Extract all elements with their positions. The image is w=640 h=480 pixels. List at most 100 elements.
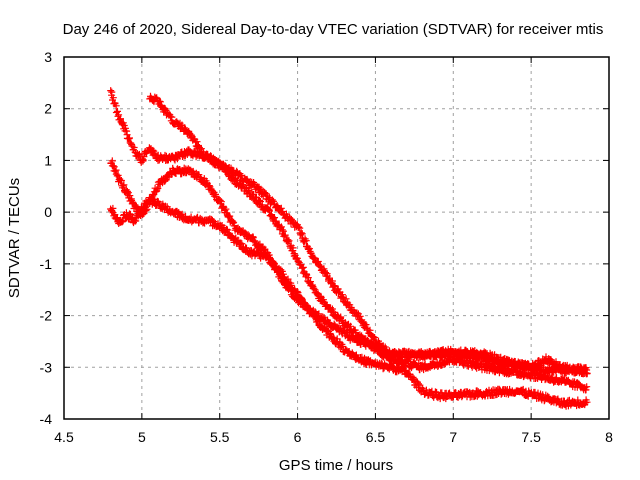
data-point	[366, 326, 374, 334]
x-axis-label: GPS time / hours	[279, 457, 393, 474]
y-tick-label: -2	[40, 308, 53, 324]
data-point	[161, 177, 169, 185]
data-point	[369, 333, 377, 341]
y-tick-label: 1	[44, 152, 52, 168]
data-point	[112, 102, 120, 110]
data-point	[139, 156, 147, 164]
data-point	[130, 144, 138, 151]
data-point	[123, 187, 131, 195]
data-point	[297, 229, 305, 237]
plot-frame	[63, 56, 610, 420]
data-point	[583, 398, 591, 406]
x-tick-label: 4.5	[54, 429, 74, 445]
data-point	[114, 171, 122, 179]
data-point	[273, 202, 281, 210]
data-point	[389, 363, 397, 371]
y-tick-label: -4	[40, 411, 53, 427]
data-point	[295, 223, 303, 231]
series-track-c	[107, 157, 591, 378]
x-tick-label: 7	[449, 429, 457, 445]
data-point	[307, 249, 315, 257]
data-point	[285, 237, 293, 245]
data-point	[266, 207, 273, 215]
x-tick-label: 5	[138, 429, 146, 445]
data-point	[126, 134, 133, 142]
data-point	[338, 291, 346, 299]
data-point	[330, 320, 338, 328]
data-point	[256, 197, 263, 204]
data-point	[268, 196, 276, 204]
data-point	[135, 150, 143, 158]
data-point	[583, 383, 591, 391]
data-point	[226, 169, 234, 176]
data-point	[582, 369, 590, 377]
data-point	[226, 212, 234, 220]
data-point	[284, 275, 292, 283]
data-point	[161, 151, 169, 159]
data-point	[229, 174, 237, 182]
data-point	[289, 244, 297, 252]
data-point	[553, 374, 560, 382]
data-point	[234, 224, 242, 232]
data-point	[521, 364, 529, 372]
y-axis: -4 -3 -2 -1 0 1 2 3	[40, 49, 609, 427]
data-point	[230, 218, 238, 226]
data-point	[322, 301, 330, 309]
data-point	[228, 217, 236, 225]
data-point	[581, 365, 589, 373]
data-point	[237, 172, 245, 179]
data-point	[161, 105, 169, 113]
data-point	[249, 234, 257, 242]
x-tick-label: 7.5	[521, 429, 541, 445]
data-point	[415, 380, 422, 388]
y-tick-label: 2	[44, 101, 52, 117]
series-track-b	[107, 87, 591, 394]
data-point	[301, 300, 309, 308]
data-point	[501, 365, 509, 373]
data-point	[371, 334, 379, 341]
data-point	[108, 88, 116, 96]
data-point	[347, 322, 354, 330]
data-point	[280, 232, 288, 240]
x-axis: 4.5 5 5.5 6 6.5 7 7.5 8	[54, 57, 613, 445]
y-tick-label: 0	[44, 204, 52, 220]
data-point	[328, 305, 336, 313]
data-point	[310, 284, 318, 292]
data-point	[154, 184, 162, 192]
data-points	[107, 87, 591, 410]
x-tick-label: 8	[605, 429, 613, 445]
data-point	[116, 175, 124, 183]
data-point	[362, 321, 370, 329]
x-tick-label: 6.5	[366, 429, 386, 445]
data-point	[356, 312, 364, 320]
data-point	[109, 162, 117, 170]
data-point	[222, 205, 230, 213]
data-point	[408, 364, 415, 372]
data-point	[277, 266, 285, 274]
data-point	[325, 319, 333, 327]
series-track-d	[107, 194, 591, 410]
data-point	[168, 113, 176, 121]
y-tick-label: -1	[40, 256, 53, 272]
data-point	[153, 186, 161, 194]
data-point	[326, 330, 334, 337]
data-point	[328, 277, 336, 285]
series-track-a	[146, 92, 591, 377]
data-point	[107, 87, 115, 95]
data-point	[258, 201, 266, 209]
x-tick-label: 5.5	[210, 429, 230, 445]
data-point	[281, 231, 289, 239]
data-point	[342, 295, 350, 303]
chart-title: Day 246 of 2020, Sidereal Day-to-day VTE…	[63, 21, 604, 38]
data-point	[530, 361, 538, 369]
data-point	[217, 198, 225, 206]
data-point	[243, 244, 250, 252]
x-tick-label: 6	[294, 429, 302, 445]
y-tick-label: 3	[44, 49, 52, 65]
data-point	[225, 213, 233, 221]
y-axis-label: SDTVAR / TECUs	[6, 178, 23, 298]
data-point	[583, 370, 591, 378]
data-point	[311, 254, 319, 262]
data-point	[582, 386, 590, 394]
